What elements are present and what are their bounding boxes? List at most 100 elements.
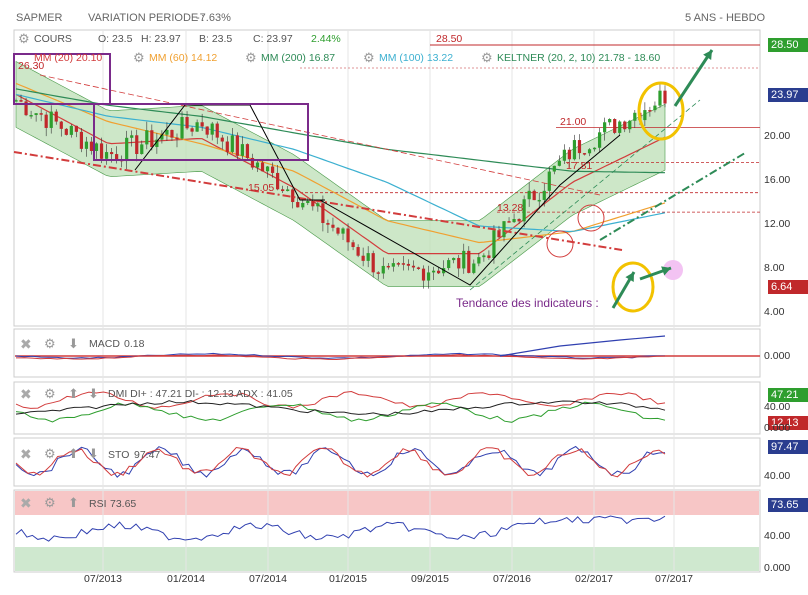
close-icon[interactable]: ✖: [20, 495, 32, 511]
gear-icon[interactable]: ⚙: [44, 495, 56, 510]
candle-body: [39, 113, 43, 115]
gear-icon[interactable]: ⚙: [363, 50, 375, 65]
annot-21: 21.00: [560, 116, 587, 128]
ma-line: [15, 93, 666, 233]
candle-body: [437, 270, 441, 274]
range-box: [13, 53, 111, 105]
candle-body: [346, 228, 350, 243]
highlight-circle: [546, 230, 574, 258]
candle-body: [416, 267, 421, 269]
candle-body: [356, 247, 360, 256]
candle-body: [492, 230, 496, 258]
candle-body: [608, 119, 612, 123]
dmi-tag-plus: 47.21: [768, 388, 808, 402]
candle-body: [321, 203, 325, 223]
vertical-grid: [102, 30, 675, 572]
close-icon[interactable]: ✖: [20, 336, 32, 352]
price-tick: 20.00: [764, 130, 791, 142]
keltner-band: [15, 60, 666, 287]
candle-body: [79, 131, 84, 149]
rsi-tick: 0.000: [764, 562, 791, 574]
close-icon[interactable]: ✖: [20, 386, 32, 402]
price-tick: 12.00: [764, 218, 791, 230]
gear-icon[interactable]: ⚙: [44, 446, 56, 461]
rsi-tag: 73.65: [768, 498, 808, 512]
candle-body: [255, 162, 260, 168]
highlight-ellipse: [611, 261, 655, 313]
macd-tick: 0.000: [764, 350, 791, 362]
candle-body: [587, 149, 592, 154]
arrow-down-icon[interactable]: ⬇: [88, 446, 99, 461]
candle-body: [653, 105, 657, 111]
candle-body: [557, 160, 561, 166]
close-icon[interactable]: ✖: [20, 446, 32, 462]
candle-body: [603, 122, 607, 133]
candle-body: [426, 272, 431, 281]
gear-icon[interactable]: ⚙: [133, 50, 145, 65]
candle-body: [391, 263, 395, 267]
x-tick: 02/2017: [575, 573, 613, 585]
candle-body: [311, 200, 315, 207]
candle-body: [195, 122, 199, 132]
candle-body: [597, 132, 602, 148]
candle-body: [140, 144, 144, 154]
candle-body: [301, 203, 305, 208]
gear-icon[interactable]: ⚙: [18, 31, 30, 46]
macd-value: 0.18: [124, 338, 145, 350]
arrow-down-icon[interactable]: ⬇: [88, 386, 99, 401]
candle-body: [447, 260, 451, 269]
rsi-oversold-zone: [15, 547, 759, 571]
legend-mm60: MM (60) 14.12: [149, 52, 218, 64]
candle-body: [115, 154, 119, 160]
candle-body: [281, 189, 285, 192]
candle-body: [547, 171, 551, 191]
trend-text: Tendance des indicateurs :: [456, 296, 599, 310]
gear-icon[interactable]: ⚙: [44, 336, 56, 351]
arrow-up-icon[interactable]: ⬆: [68, 446, 79, 461]
arrow-up-icon[interactable]: ⬆: [68, 386, 79, 401]
candle-body: [532, 190, 536, 201]
candle-body: [235, 135, 239, 156]
macd-line: [15, 352, 665, 359]
zigzag-line: [319, 134, 621, 286]
price-tick: 4.00: [764, 306, 785, 318]
macd-panel-frame: [13, 328, 761, 378]
arrow-head: [661, 266, 671, 276]
sto-tick: 40.00: [764, 470, 791, 482]
arrow-down-icon[interactable]: ⬇: [68, 336, 79, 351]
candle-body: [165, 129, 169, 135]
rsi-value: 73.65: [110, 498, 137, 510]
high-value: H: 23.97: [141, 33, 181, 45]
rsi-label: RSI: [89, 498, 107, 510]
candle-body: [613, 119, 617, 133]
candle-body: [240, 144, 244, 156]
candle-body: [59, 121, 63, 129]
macd-label: MACD: [89, 338, 120, 350]
candle-body: [572, 140, 577, 160]
candle-body: [487, 255, 491, 258]
open-value: O: 23.5: [98, 33, 133, 45]
candle-body: [401, 263, 405, 265]
rsi-line: [15, 515, 666, 542]
ma-line: [15, 93, 666, 255]
macd-signal-line: [15, 353, 666, 361]
arrow-up-icon[interactable]: ⬆: [68, 495, 79, 510]
candle-body: [19, 100, 23, 102]
ma-line: [15, 88, 666, 174]
gear-icon[interactable]: ⚙: [44, 386, 56, 401]
candle-body: [286, 189, 290, 192]
candle-body: [618, 121, 622, 133]
gear-icon[interactable]: ⚙: [481, 50, 493, 65]
candle-body: [336, 227, 340, 234]
arrow-head: [703, 50, 712, 60]
candle-body: [431, 270, 436, 273]
candle-body: [643, 110, 647, 121]
candle-body: [89, 141, 94, 151]
candle-body: [135, 135, 139, 154]
candle-body: [170, 129, 174, 138]
gear-icon[interactable]: ⚙: [245, 50, 257, 65]
candle-body: [477, 257, 481, 264]
candle-body: [482, 255, 486, 258]
candle-body: [316, 203, 320, 207]
annot-1328: 13.28: [497, 202, 524, 214]
